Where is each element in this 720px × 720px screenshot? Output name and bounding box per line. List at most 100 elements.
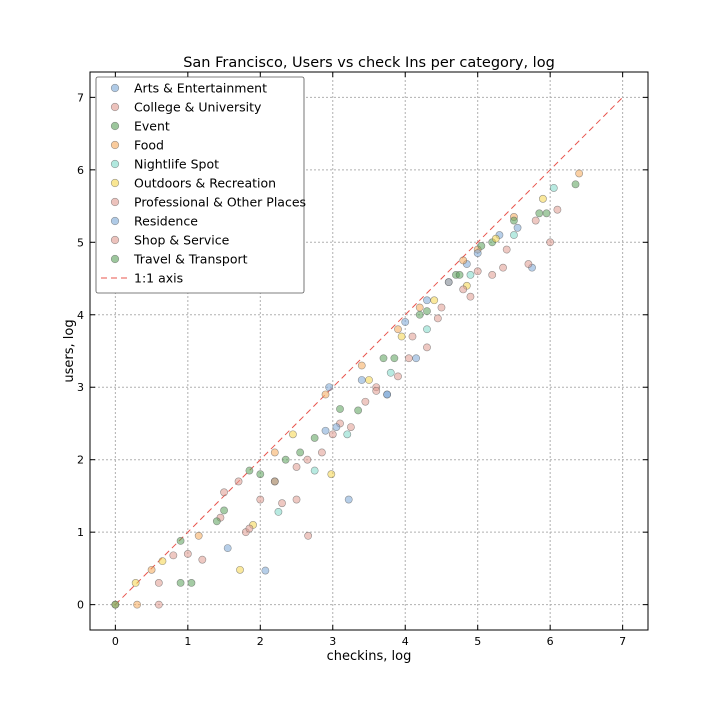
legend-label: 1:1 axis [134, 271, 183, 286]
data-point [198, 555, 207, 564]
data-point [292, 495, 301, 504]
data-point [169, 551, 178, 560]
data-point [154, 578, 163, 587]
data-point [261, 566, 270, 575]
y-tick-label: 2 [77, 454, 84, 467]
chart-title: San Francisco, Users vs check Ins per ca… [183, 55, 555, 71]
series-group [169, 238, 555, 564]
data-point [473, 267, 482, 276]
data-point [292, 463, 301, 471]
data-point [394, 372, 402, 381]
data-point [394, 325, 402, 334]
legend-marker [110, 121, 120, 131]
series-group [154, 205, 562, 609]
legend-label: College & University [134, 100, 262, 115]
series-group [274, 184, 558, 516]
data-point [379, 354, 388, 363]
x-tick-label: 1 [184, 635, 191, 648]
data-point [383, 390, 392, 399]
data-point [412, 354, 421, 363]
legend-label: Food [134, 138, 164, 153]
data-point [220, 488, 228, 497]
axis-ticks: 0 1 2 3 4 5 6 7 0 1 2 3 4 5 6 7 [77, 72, 648, 648]
data-point [346, 423, 355, 431]
legend-marker [110, 254, 120, 264]
data-point [415, 310, 424, 319]
data-point [430, 296, 439, 305]
data-point [361, 397, 370, 406]
x-tick-label: 5 [474, 635, 481, 648]
data-point [542, 209, 551, 218]
data-point [423, 325, 431, 334]
data-point [310, 466, 319, 475]
data-point [270, 448, 279, 457]
data-point [321, 426, 330, 435]
data-point [270, 477, 279, 486]
data-point [133, 600, 142, 609]
x-tick-label: 3 [329, 635, 336, 648]
data-point [176, 536, 185, 545]
data-point [296, 448, 305, 457]
legend-label: Shop & Service [134, 233, 230, 248]
data-point [321, 390, 330, 399]
data-point [183, 550, 192, 558]
data-point [187, 578, 196, 587]
data-point [390, 354, 399, 363]
data-point [491, 234, 500, 243]
x-tick-label: 4 [402, 635, 409, 648]
data-point [278, 499, 286, 508]
data-point [176, 578, 185, 587]
data-point [365, 376, 373, 384]
series-group [154, 245, 511, 587]
x-axis-title: checkins, log [327, 649, 412, 664]
data-point [194, 531, 203, 540]
y-tick-label: 0 [77, 599, 84, 612]
data-point [304, 531, 313, 540]
y-tick-label: 3 [77, 381, 84, 394]
data-point [488, 271, 497, 279]
legend-marker [110, 197, 120, 207]
legend: Arts & Entertainment College & University… [95, 76, 306, 294]
data-point [510, 216, 518, 225]
data-point [234, 477, 243, 486]
data-point [415, 303, 424, 312]
data-point [397, 332, 406, 341]
legend-marker [110, 83, 120, 93]
data-point [245, 524, 254, 533]
data-point [423, 307, 431, 316]
x-tick-label: 0 [112, 635, 119, 648]
data-point [325, 383, 334, 392]
data-point [212, 517, 221, 526]
data-point [336, 405, 344, 413]
legend-label: Outdoors & Recreation [134, 176, 276, 191]
data-point [236, 565, 244, 574]
data-point [510, 231, 518, 239]
data-point [466, 271, 475, 279]
x-tick-label: 2 [257, 635, 264, 648]
data-point [332, 423, 341, 431]
data-point [502, 245, 511, 254]
legend-marker [110, 140, 120, 150]
legend-label: Nightlife Spot [134, 157, 219, 172]
data-point [317, 448, 326, 457]
data-point [546, 238, 555, 247]
data-point [549, 184, 558, 192]
data-point [223, 544, 232, 553]
y-tick-label: 7 [77, 91, 84, 104]
plot-frame [89, 71, 649, 631]
y-tick-label: 6 [77, 164, 84, 177]
data-point [466, 292, 475, 301]
data-point [455, 271, 464, 279]
data-point [256, 495, 265, 504]
data-point [473, 249, 482, 258]
data-point [303, 455, 312, 464]
data-point [575, 169, 584, 178]
data-point [343, 430, 352, 439]
data-point [408, 332, 417, 341]
data-point [386, 368, 395, 377]
data-point [327, 470, 336, 479]
x-tick-label: 7 [619, 635, 626, 648]
data-point [111, 600, 120, 609]
legend-marker [110, 178, 120, 188]
data-point [571, 180, 580, 189]
